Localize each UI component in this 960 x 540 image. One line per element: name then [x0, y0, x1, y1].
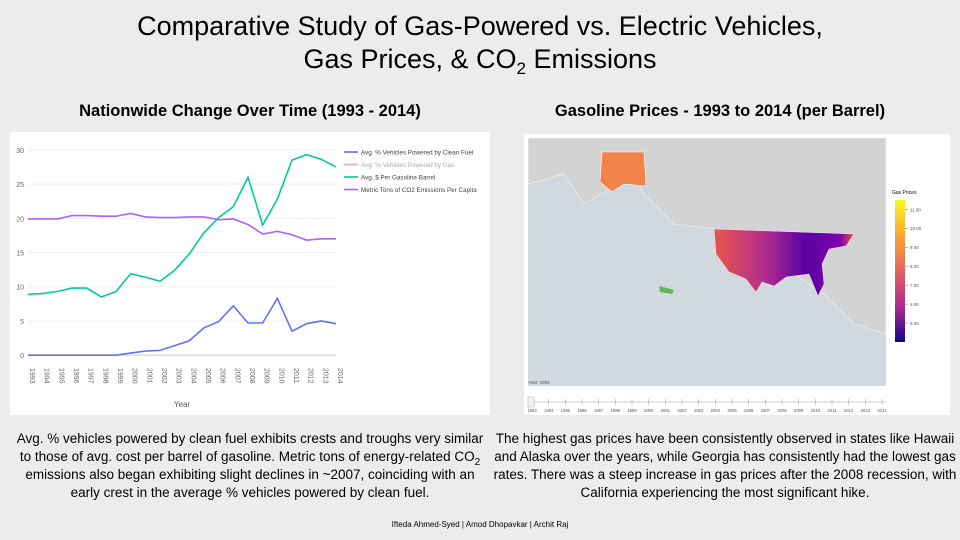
line-chart: 0 5 10 15 20 25 30 1993 1994 1995 1996 1997 1998 1999…	[10, 132, 490, 415]
slider-step-label: 2014	[877, 408, 887, 413]
colorbar-label: 6.00	[910, 302, 919, 307]
slider-step-label: 2002	[677, 408, 687, 413]
x-tick-label: 2004	[189, 368, 196, 384]
alaska	[599, 151, 647, 193]
slider-step-label: 2006	[744, 408, 754, 413]
x-tick-label: 1999	[116, 368, 123, 384]
x-tick-label: 2014	[336, 368, 343, 384]
slider-step-label: 2000	[644, 408, 654, 413]
slider-step-label: 2010	[811, 408, 821, 413]
x-tick-label: 1998	[101, 368, 108, 384]
colorbar-label: 5.00	[910, 321, 919, 326]
slider-step-label: 2007	[761, 408, 771, 413]
caption: The highest gas prices have been consist…	[493, 431, 957, 500]
slider-step-label: 2003	[694, 408, 704, 413]
title-line: Emissions	[525, 44, 657, 74]
x-tick-label: 2003	[175, 368, 182, 384]
slider-step-label: 1994	[544, 408, 554, 413]
slider-step-label: 1999	[627, 408, 637, 413]
slider-step-label: 1996	[577, 408, 587, 413]
x-tick-label: 1996	[72, 368, 79, 384]
slider-step-label: 2004	[711, 408, 721, 413]
x-tick-label: 2013	[321, 368, 328, 384]
x-tick-label: 1994	[43, 368, 50, 384]
y-tick-label: 30	[16, 148, 24, 155]
x-tick-label: 2002	[160, 368, 167, 384]
colorbar-label: 11.00	[910, 207, 921, 212]
slider-step-label: 2008	[777, 408, 787, 413]
x-tick-label: 1993	[28, 368, 35, 384]
slider-step-label: 2001	[661, 408, 671, 413]
x-tick-label: 2012	[307, 368, 314, 384]
slider-step-label: 1993	[527, 408, 537, 413]
slider-step-label: 2009	[794, 408, 804, 413]
legend-label: Avg. % Vehicles Powered by Clean Fuel	[361, 150, 473, 157]
legend-label: Metric Tons of CO2 Emissions Per Capita	[361, 187, 477, 194]
series-line	[28, 296, 337, 356]
y-tick-label: 25	[16, 182, 24, 189]
slide-title: Comparative Study of Gas-Powered vs. Ele…	[0, 10, 960, 78]
colorbar-label: 10.00	[910, 226, 922, 231]
slider-step-label: 1995	[561, 408, 571, 413]
colorbar-title: Gas Prices	[892, 190, 917, 196]
slider-step-label: 1997	[594, 408, 604, 413]
y-tick-label: 0	[20, 353, 24, 360]
caption-text: emissions also began exhibiting slight d…	[25, 467, 475, 500]
land	[528, 174, 886, 386]
colorbar-label: 8.00	[910, 264, 919, 269]
colorbar	[895, 200, 905, 342]
x-tick-label: 1997	[87, 368, 94, 384]
y-tick-label: 15	[16, 251, 24, 258]
x-tick-label: 2010	[277, 368, 284, 384]
colorbar-label: 7.00	[910, 283, 919, 288]
y-tick-label: 20	[16, 216, 24, 223]
x-tick-label: 2005	[204, 368, 211, 384]
x-tick-label: 2000	[131, 368, 138, 384]
chart-title: Gasoline Prices - 1993 to 2014 (per Barr…	[554, 102, 886, 120]
subscript: 2	[474, 457, 481, 468]
x-tick-label: 2006	[219, 368, 226, 384]
y-tick-label: 10	[16, 285, 24, 292]
y-tick-label: 5	[20, 319, 24, 326]
colorbar-label: 9.00	[910, 245, 919, 250]
title-line: Gas Prices, & CO	[303, 44, 517, 74]
map-chart: Gas Prices Year: 1993 11.00 10.00 9.00 8.00…	[524, 134, 950, 415]
x-tick-label: 2011	[292, 368, 299, 383]
x-tick-label: 2008	[248, 368, 255, 384]
x-axis-title: Year	[174, 400, 191, 409]
series-line	[27, 153, 337, 298]
subscript: 2	[516, 59, 526, 78]
chart-title: Nationwide Change Over Time (1993 - 2014…	[79, 102, 421, 120]
x-tick-label: 2009	[263, 368, 270, 384]
slider-step-label: 2011	[827, 408, 837, 413]
title-line: Comparative Study of Gas-Powered vs. Ele…	[137, 11, 823, 41]
series-line	[28, 212, 336, 241]
legend-label: Avg. % Vehicles Powered by Gas	[361, 162, 454, 169]
slider-label: Year: 1993	[528, 380, 550, 385]
x-tick-label: 2001	[145, 368, 152, 384]
caption: Avg. % vehicles powered by clean fuel ex…	[10, 430, 490, 502]
slider-step-label: 2005	[727, 408, 737, 413]
caption-text: Avg. % vehicles powered by clean fuel ex…	[16, 431, 484, 464]
hawaii	[659, 286, 674, 294]
slider-handle	[527, 396, 535, 408]
slider-step-label: 1998	[611, 408, 621, 413]
slider-step-label: 2012	[844, 408, 854, 413]
x-tick-label: 1995	[57, 368, 64, 384]
legend-label: Avg. $ Per Gasoline Barrel	[361, 175, 435, 182]
x-tick-label: 2007	[233, 368, 240, 384]
slider-step-label: 2013	[861, 408, 871, 413]
contiguous-us	[713, 228, 855, 297]
chart-background	[10, 132, 490, 415]
footer: Ifteda Ahmed-Syed | Amod Dhopavkar | Arc…	[391, 520, 569, 529]
